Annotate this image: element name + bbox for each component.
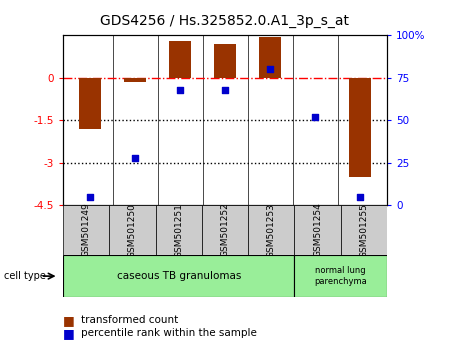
Text: GSM501255: GSM501255 — [360, 202, 369, 258]
Bar — [294, 205, 341, 255]
Bar — [202, 205, 248, 255]
Bar — [349, 78, 371, 177]
Point — [221, 87, 229, 93]
Point — [176, 87, 184, 93]
Text: ■: ■ — [63, 314, 75, 327]
Text: GSM501252: GSM501252 — [220, 203, 230, 257]
Bar — [248, 205, 294, 255]
Text: cell type: cell type — [4, 271, 46, 281]
Bar — [259, 37, 281, 78]
Bar — [169, 41, 191, 78]
Text: GSM501253: GSM501253 — [267, 202, 276, 258]
Text: GSM501251: GSM501251 — [174, 202, 183, 258]
Bar — [214, 44, 236, 78]
Text: transformed count: transformed count — [81, 315, 178, 325]
Bar — [156, 205, 202, 255]
Point — [311, 114, 319, 120]
Point — [356, 194, 364, 200]
Point — [131, 155, 139, 161]
Text: GDS4256 / Hs.325852.0.A1_3p_s_at: GDS4256 / Hs.325852.0.A1_3p_s_at — [100, 14, 350, 28]
Bar — [304, 78, 326, 79]
Point — [86, 194, 94, 200]
Bar — [341, 205, 387, 255]
Text: percentile rank within the sample: percentile rank within the sample — [81, 329, 257, 338]
Text: GSM501249: GSM501249 — [81, 203, 90, 257]
Text: caseous TB granulomas: caseous TB granulomas — [117, 271, 241, 281]
Text: ■: ■ — [63, 327, 75, 340]
Point — [266, 67, 274, 72]
Bar — [294, 255, 387, 297]
Bar — [109, 205, 156, 255]
Bar — [124, 78, 146, 82]
Text: GSM501254: GSM501254 — [313, 203, 322, 257]
Text: normal lung
parenchyma: normal lung parenchyma — [315, 267, 367, 286]
Bar — [63, 255, 294, 297]
Bar — [63, 205, 109, 255]
Bar — [79, 78, 101, 129]
Text: GSM501250: GSM501250 — [128, 202, 137, 258]
